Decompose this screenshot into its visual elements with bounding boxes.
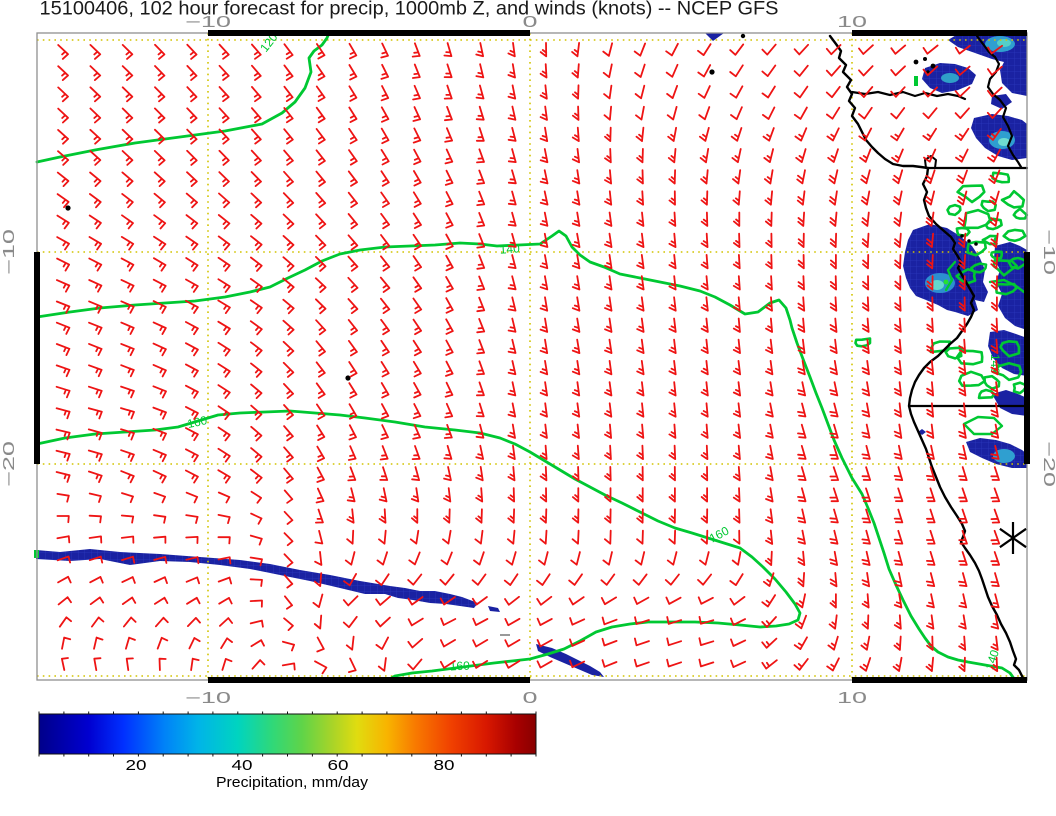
- svg-text:Precipitation, mm/day: Precipitation, mm/day: [216, 774, 369, 791]
- svg-text:−20: −20: [1040, 441, 1056, 488]
- svg-text:160: 160: [449, 658, 470, 673]
- svg-text:80: 80: [434, 757, 455, 774]
- svg-text:15100406, 102 hour forecast fo: 15100406, 102 hour forecast for precip, …: [40, 0, 779, 20]
- svg-text:−10: −10: [185, 14, 232, 31]
- svg-text:140: 140: [988, 354, 1002, 374]
- svg-text:20: 20: [126, 757, 147, 774]
- svg-text:−10: −10: [185, 690, 232, 707]
- svg-text:−10: −10: [1040, 229, 1056, 276]
- svg-text:60: 60: [328, 757, 349, 774]
- svg-text:−10: −10: [1, 228, 18, 275]
- svg-text:10: 10: [837, 14, 868, 31]
- svg-text:160: 160: [186, 413, 209, 431]
- svg-text:−20: −20: [1, 440, 18, 487]
- svg-text:140: 140: [499, 241, 520, 256]
- svg-text:40: 40: [232, 757, 253, 774]
- svg-text:0: 0: [523, 14, 539, 31]
- svg-text:0: 0: [523, 690, 539, 707]
- svg-text:10: 10: [837, 690, 868, 707]
